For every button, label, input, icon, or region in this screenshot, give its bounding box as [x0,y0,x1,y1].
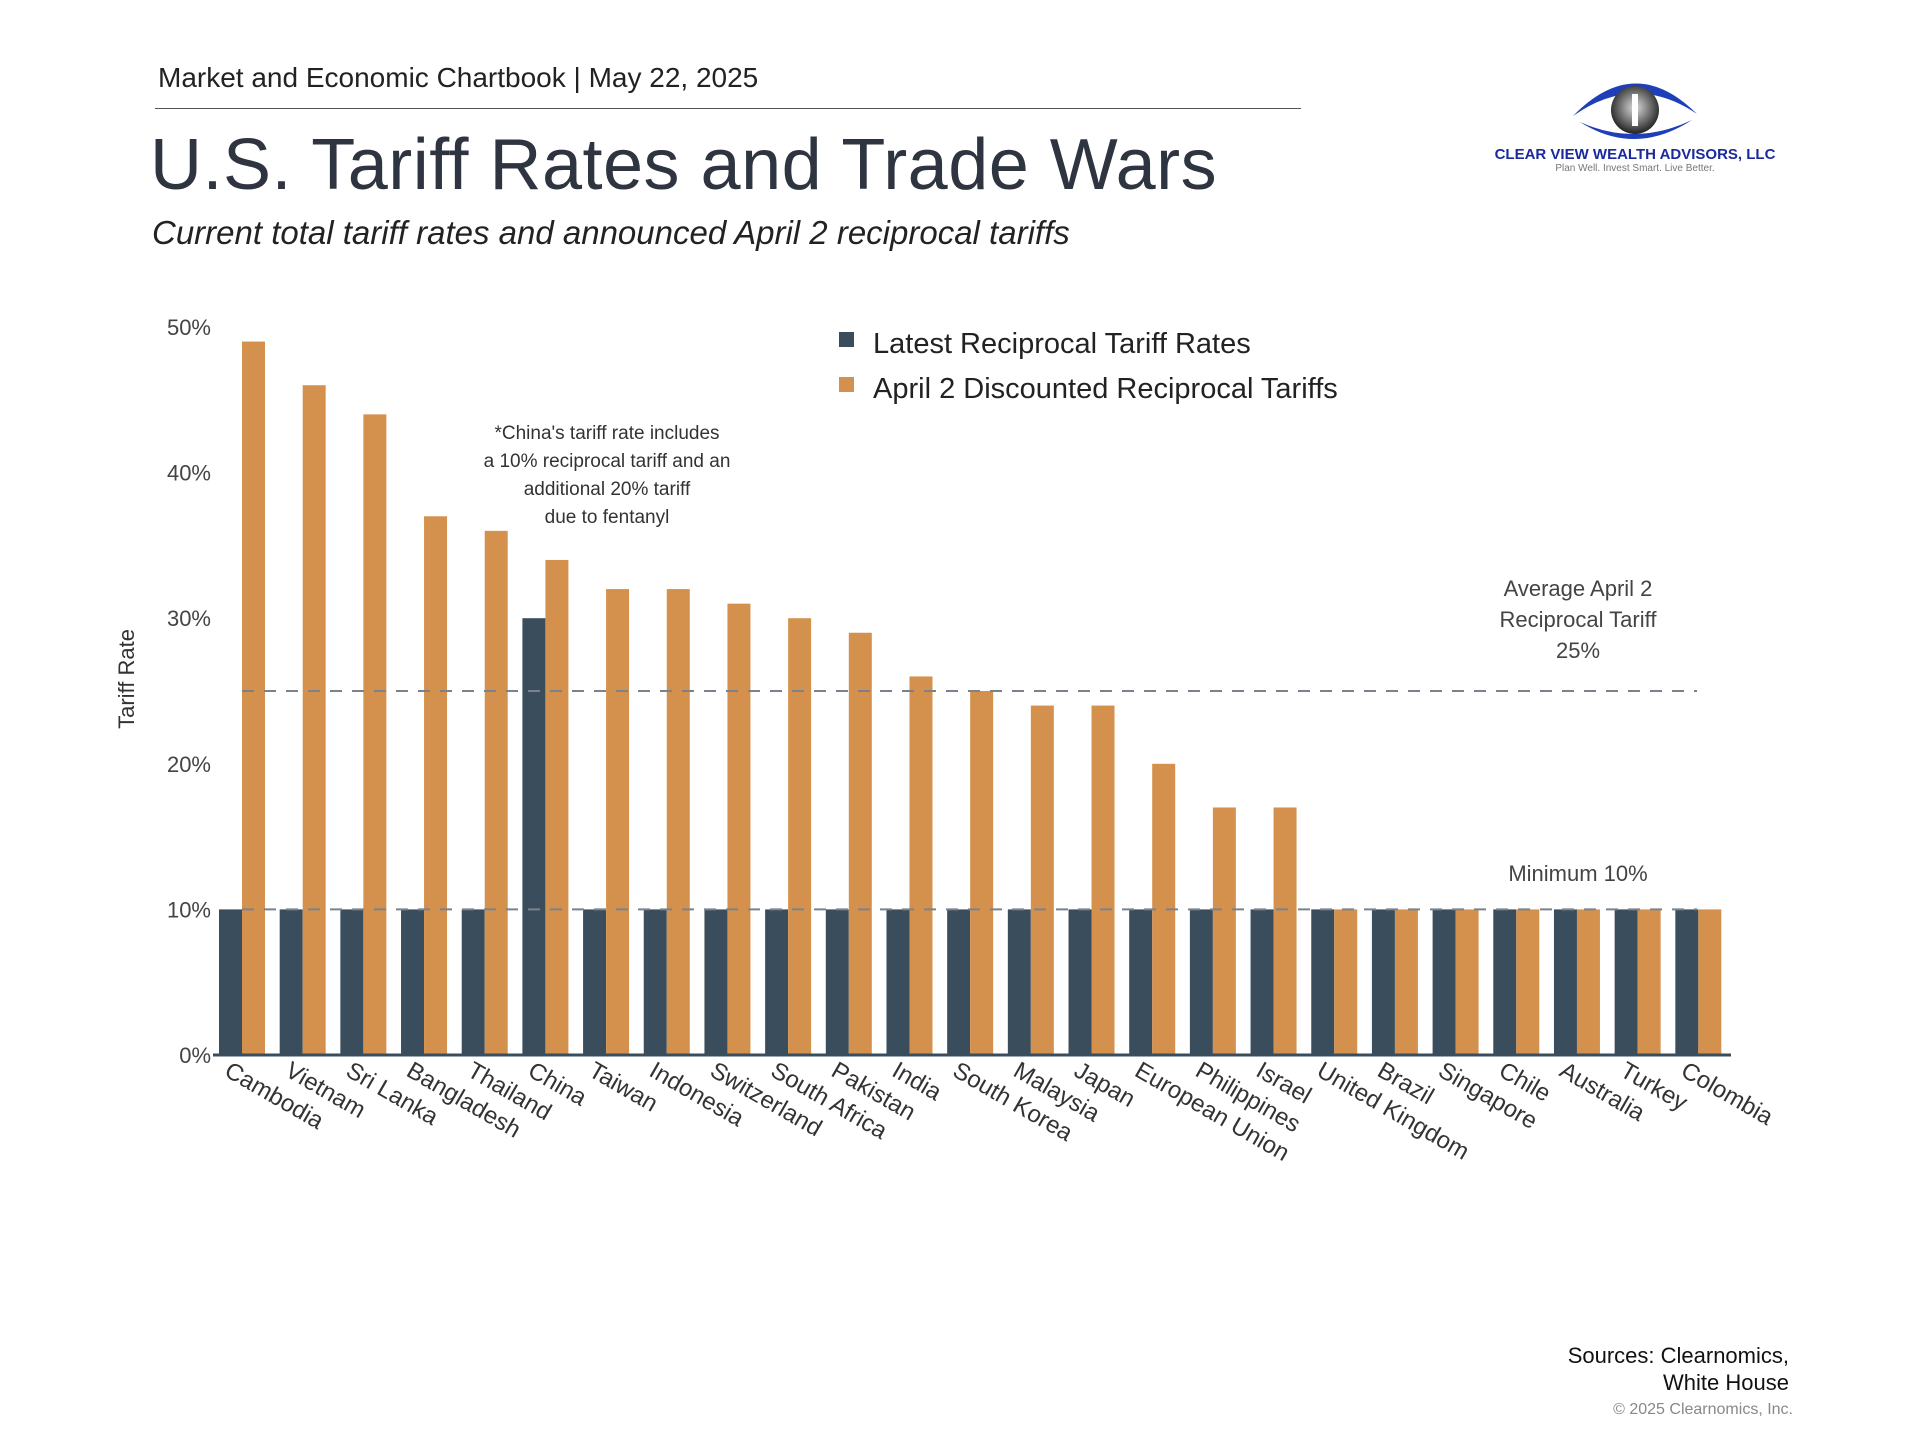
bar-latest [1371,909,1395,1055]
bar-april2 [424,516,448,1055]
bar-latest [643,909,667,1055]
bar-latest [765,909,789,1055]
page-title: U.S. Tariff Rates and Trade Wars [150,125,1218,205]
bar-latest [522,618,546,1055]
bar-latest [340,909,364,1055]
copyright: © 2025 Clearnomics, Inc. [1613,1401,1793,1418]
china-annotation: due to fentanyl [545,507,670,528]
bar-latest [1432,909,1456,1055]
bar-april2 [1334,909,1358,1055]
bar-april2 [1698,909,1722,1055]
bar-april2 [545,559,569,1055]
bar-april2 [302,385,326,1055]
bar-april2 [1576,909,1600,1055]
bar-april2 [1516,909,1540,1055]
header-divider [155,108,1301,109]
bar-april2 [1394,909,1418,1055]
bar-latest [1007,909,1031,1055]
bar-latest [1250,909,1274,1055]
bar-latest [219,909,242,1055]
y-tick-label: 40% [167,461,211,486]
bar-april2 [909,676,933,1055]
bar-april2 [970,691,994,1055]
bar-april2 [666,589,690,1055]
sources-line-1: Sources: Clearnomics, [1567,1343,1789,1368]
company-logo: CLEAR VIEW WEALTH ADVISORS, LLC Plan Wel… [1480,72,1790,182]
bar-april2 [1030,705,1054,1055]
china-annotation: *China's tariff rate includes [494,423,719,444]
y-tick-label: 30% [167,606,211,631]
bar-april2 [1152,763,1176,1055]
bar-april2 [788,618,812,1055]
bar-april2 [1212,807,1236,1055]
legend-swatch [839,332,854,347]
bar-latest [1129,909,1153,1055]
sources: Sources: Clearnomics, White House [1568,1342,1789,1396]
y-tick-label: 10% [167,897,211,922]
legend-label: April 2 Discounted Reciprocal Tariffs [873,373,1338,405]
x-tick-label: Colombia [1676,1057,1778,1131]
y-tick-label: 0% [179,1043,211,1068]
bar-latest [279,909,303,1055]
bar-latest [1493,909,1517,1055]
bar-latest [1614,909,1638,1055]
average-label: 25% [1556,638,1600,663]
bar-april2 [848,632,872,1055]
bar-latest [886,909,910,1055]
bar-april2 [484,530,508,1055]
x-tick-label: Taiwan [584,1057,662,1118]
bar-april2 [363,414,387,1055]
bar-april2 [1091,705,1115,1055]
page-subtitle: Current total tariff rates and announced… [152,214,1070,251]
bar-latest [1068,909,1092,1055]
y-tick-label: 20% [167,752,211,777]
legend-label: Latest Reciprocal Tariff Rates [873,328,1251,360]
china-annotation: a 10% reciprocal tariff and an [484,451,731,472]
average-label: Reciprocal Tariff [1500,607,1658,632]
eye-lighthouse-icon [1573,83,1697,140]
bar-latest [401,909,425,1055]
bar-april2 [1637,909,1661,1055]
bar-latest [947,909,971,1055]
logo-tagline: Plan Well. Invest Smart. Live Better. [1555,163,1715,174]
bar-april2 [606,589,630,1055]
y-axis-label: Tariff Rate [114,629,139,729]
bar-latest [461,909,485,1055]
bar-latest [1675,909,1699,1055]
chartbook-header: Market and Economic Chartbook | May 22, … [158,62,759,93]
bar-latest [704,909,728,1055]
bar-april2 [1455,909,1479,1055]
china-annotation: additional 20% tariff [524,479,691,500]
sources-line-2: White House [1663,1370,1789,1395]
average-label: Average April 2 [1504,576,1653,601]
bar-april2 [727,603,751,1055]
bar-april2 [242,341,265,1055]
logo-name: CLEAR VIEW WEALTH ADVISORS, LLC [1494,146,1776,163]
bar-april2 [1273,807,1297,1055]
bar-latest [1189,909,1213,1055]
y-tick-label: 50% [167,315,211,340]
bar-latest [1553,909,1577,1055]
bar-latest [583,909,607,1055]
minimum-label: Minimum 10% [1508,861,1647,886]
bar-latest [1311,909,1335,1055]
legend-swatch [839,377,854,392]
bar-latest [825,909,849,1055]
